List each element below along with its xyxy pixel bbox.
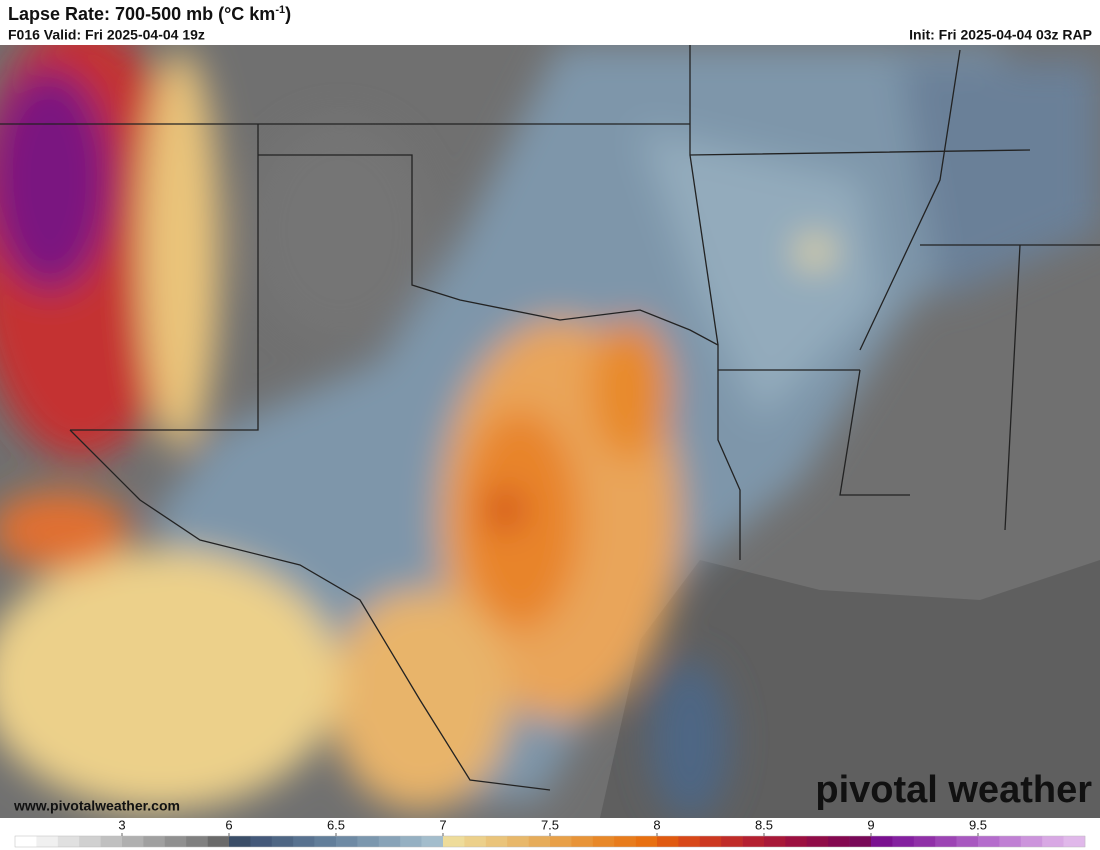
brand-watermark: pivotal weather <box>815 769 1092 811</box>
colorbar-swatch <box>15 836 37 847</box>
colorbar-swatch <box>122 836 144 847</box>
colorbar-swatch <box>1042 836 1064 847</box>
colorbar-swatch <box>293 836 315 847</box>
colorbar-swatch <box>1063 836 1086 847</box>
colorbar-swatch <box>1020 836 1043 847</box>
colorbar-swatch <box>806 836 829 847</box>
colorbar-swatch <box>507 836 529 847</box>
colorbar-swatch <box>849 836 872 847</box>
map-field <box>0 45 1100 818</box>
colorbar-swatch <box>892 836 915 847</box>
colorbar-tick-label: 9 <box>867 817 874 832</box>
title: Lapse Rate: 700-500 mb (°C km-1) <box>8 4 291 24</box>
title-superscript: -1 <box>275 4 285 16</box>
colorbar-swatch <box>36 836 59 847</box>
colorbar-swatch <box>978 836 1000 847</box>
colorbar-swatch <box>378 836 401 847</box>
title-close: ) <box>285 4 291 24</box>
colorbar-swatch <box>357 836 380 847</box>
colorbar-swatch <box>956 836 979 847</box>
colorbar-swatch <box>229 836 251 847</box>
colorbar-swatch <box>699 836 722 847</box>
colorbar-swatch <box>999 836 1022 847</box>
colorbar-swatch <box>400 836 422 847</box>
colorbar-swatch <box>635 836 658 847</box>
colorbar-tick-label: 9.5 <box>969 817 987 832</box>
colorbar-swatch <box>913 836 936 847</box>
init-time: Init: Fri 2025-04-04 03z RAP <box>909 27 1092 43</box>
colorbar-swatch <box>657 836 679 847</box>
colorbar-tick-label: 8 <box>653 817 660 832</box>
colorbar-swatch <box>100 836 123 847</box>
colorbar-swatch <box>443 836 465 847</box>
colorbar-swatch <box>742 836 765 847</box>
colorbar-swatch <box>785 836 808 847</box>
colorbar-swatch <box>871 836 893 847</box>
colorbar-swatch <box>314 836 337 847</box>
colorbar-swatch <box>57 836 80 847</box>
colorbar-tick-label: 8.5 <box>755 817 773 832</box>
colorbar-swatch <box>828 836 850 847</box>
colorbar-swatch <box>164 836 187 847</box>
colorbar-tick-label: 6.5 <box>327 817 345 832</box>
site-url: www.pivotalweather.com <box>13 798 180 814</box>
colorbar-swatch <box>250 836 273 847</box>
colorbar-swatch <box>935 836 957 847</box>
colorbar-tick-label: 6 <box>225 817 232 832</box>
colorbar-swatch <box>678 836 701 847</box>
title-text: Lapse Rate: 700-500 mb (°C km <box>8 4 275 24</box>
colorbar-tick-label: 3 <box>118 817 125 832</box>
colorbar-tick-label: 7.5 <box>541 817 559 832</box>
colorbar-swatch <box>186 836 208 847</box>
colorbar-swatch <box>464 836 487 847</box>
colorbar-swatch <box>550 836 572 847</box>
colorbar-swatch <box>721 836 743 847</box>
colorbar-swatch <box>571 836 594 847</box>
colorbar-swatch <box>528 836 551 847</box>
colorbar-swatch <box>336 836 358 847</box>
colorbar-swatch <box>764 836 786 847</box>
colorbar-swatch <box>421 836 444 847</box>
colorbar-swatch <box>207 836 230 847</box>
colorbar-swatch <box>485 836 508 847</box>
colorbar-swatch <box>614 836 636 847</box>
colorbar-swatch <box>79 836 101 847</box>
colorbar-tick-label: 7 <box>439 817 446 832</box>
colorbar-swatch <box>271 836 294 847</box>
colorbar-swatch <box>592 836 615 847</box>
colorbar: 3 6 6.5 7 7.5 8 8.5 9 9.5 <box>14 817 1086 848</box>
valid-time: F016 Valid: Fri 2025-04-04 19z <box>8 27 205 43</box>
colorbar-swatch <box>143 836 166 847</box>
